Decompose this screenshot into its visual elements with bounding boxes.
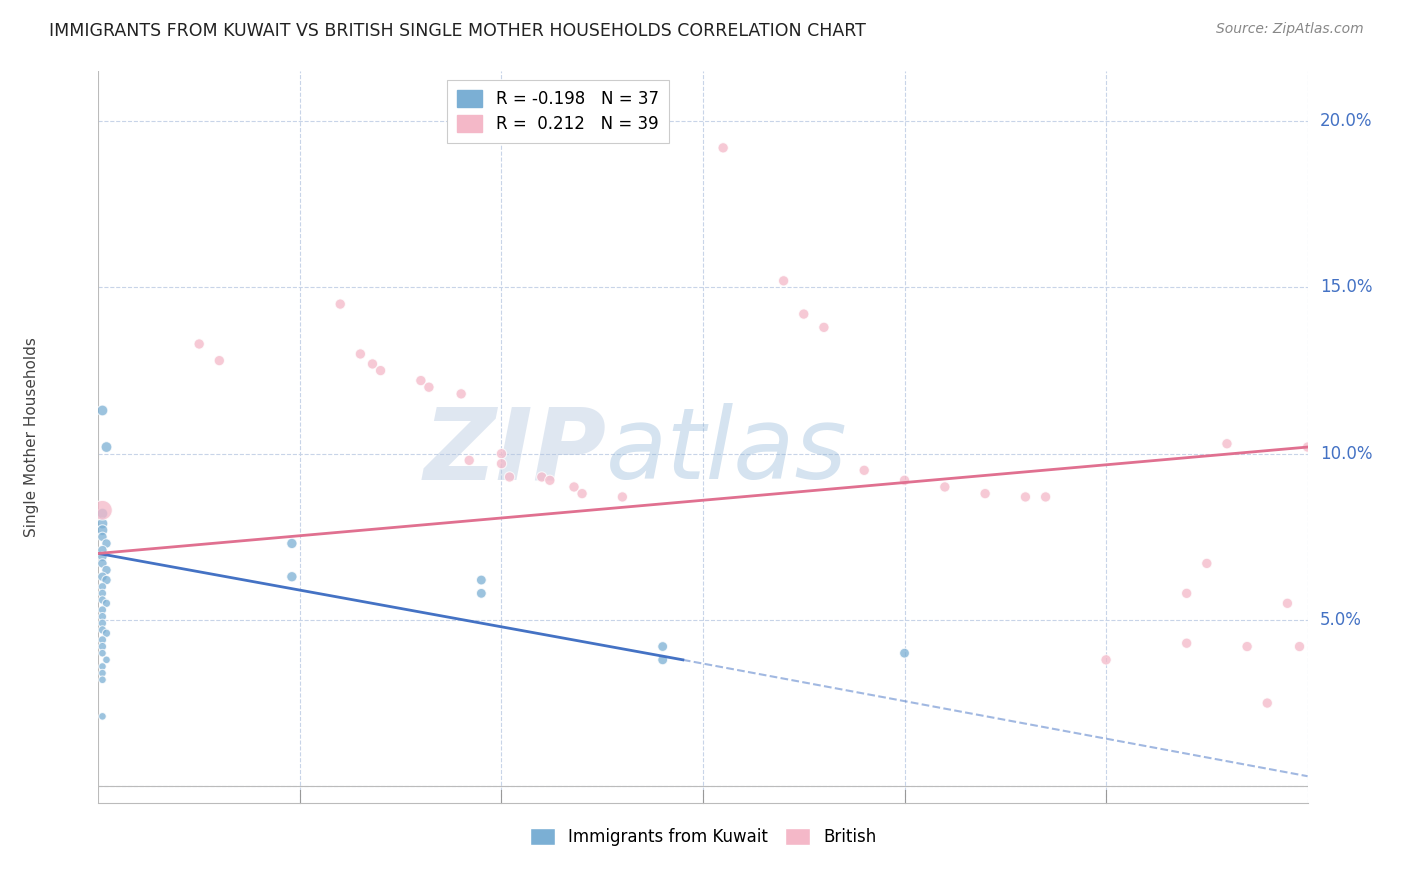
- Point: [1296, 440, 1319, 454]
- Point: [772, 274, 794, 288]
- Point: [893, 646, 915, 660]
- Point: [281, 570, 304, 584]
- Text: ZIP: ZIP: [423, 403, 606, 500]
- Point: [91, 593, 114, 607]
- Point: [91, 557, 114, 571]
- Point: [538, 473, 561, 487]
- Point: [974, 486, 997, 500]
- Point: [91, 666, 114, 681]
- Point: [349, 347, 371, 361]
- Point: [853, 463, 876, 477]
- Point: [208, 353, 231, 368]
- Point: [651, 640, 673, 654]
- Point: [96, 573, 118, 587]
- Point: [893, 473, 915, 487]
- Legend: Immigrants from Kuwait, British: Immigrants from Kuwait, British: [523, 822, 883, 853]
- Point: [91, 586, 114, 600]
- Point: [1014, 490, 1036, 504]
- Point: [96, 653, 118, 667]
- Point: [470, 573, 492, 587]
- Point: [711, 141, 734, 155]
- Point: [1095, 653, 1118, 667]
- Point: [91, 523, 114, 537]
- Point: [361, 357, 384, 371]
- Text: 15.0%: 15.0%: [1320, 278, 1372, 296]
- Text: Single Mother Households: Single Mother Households: [24, 337, 39, 537]
- Text: IMMIGRANTS FROM KUWAIT VS BRITISH SINGLE MOTHER HOUSEHOLDS CORRELATION CHART: IMMIGRANTS FROM KUWAIT VS BRITISH SINGLE…: [49, 22, 866, 40]
- Point: [450, 387, 472, 401]
- Point: [1288, 640, 1310, 654]
- Point: [91, 603, 114, 617]
- Text: atlas: atlas: [606, 403, 848, 500]
- Point: [96, 626, 118, 640]
- Point: [562, 480, 585, 494]
- Point: [91, 673, 114, 687]
- Point: [418, 380, 440, 394]
- Point: [1277, 596, 1299, 610]
- Point: [96, 596, 118, 610]
- Point: [91, 403, 114, 417]
- Point: [91, 616, 114, 631]
- Point: [91, 623, 114, 637]
- Point: [96, 563, 118, 577]
- Point: [530, 470, 553, 484]
- Point: [491, 457, 513, 471]
- Point: [491, 447, 513, 461]
- Point: [91, 570, 114, 584]
- Point: [1175, 586, 1198, 600]
- Point: [409, 374, 432, 388]
- Point: [1195, 557, 1218, 571]
- Point: [612, 490, 634, 504]
- Point: [91, 549, 114, 564]
- Point: [934, 480, 956, 494]
- Point: [571, 486, 593, 500]
- Point: [91, 516, 114, 531]
- Point: [458, 453, 481, 467]
- Point: [91, 609, 114, 624]
- Point: [91, 580, 114, 594]
- Point: [91, 507, 114, 521]
- Point: [329, 297, 352, 311]
- Point: [91, 530, 114, 544]
- Point: [281, 536, 304, 550]
- Point: [470, 586, 492, 600]
- Point: [188, 337, 211, 351]
- Text: Source: ZipAtlas.com: Source: ZipAtlas.com: [1216, 22, 1364, 37]
- Point: [498, 470, 520, 484]
- Point: [91, 709, 114, 723]
- Point: [91, 646, 114, 660]
- Point: [1236, 640, 1258, 654]
- Point: [91, 543, 114, 558]
- Point: [91, 632, 114, 647]
- Text: 5.0%: 5.0%: [1320, 611, 1361, 629]
- Point: [91, 503, 114, 517]
- Point: [813, 320, 835, 334]
- Point: [91, 640, 114, 654]
- Point: [1216, 436, 1239, 450]
- Point: [96, 536, 118, 550]
- Point: [96, 440, 118, 454]
- Point: [1256, 696, 1278, 710]
- Point: [651, 653, 673, 667]
- Point: [1035, 490, 1057, 504]
- Point: [370, 363, 392, 377]
- Point: [793, 307, 815, 321]
- Text: 20.0%: 20.0%: [1320, 112, 1372, 130]
- Text: 10.0%: 10.0%: [1320, 445, 1372, 463]
- Point: [1175, 636, 1198, 650]
- Point: [91, 659, 114, 673]
